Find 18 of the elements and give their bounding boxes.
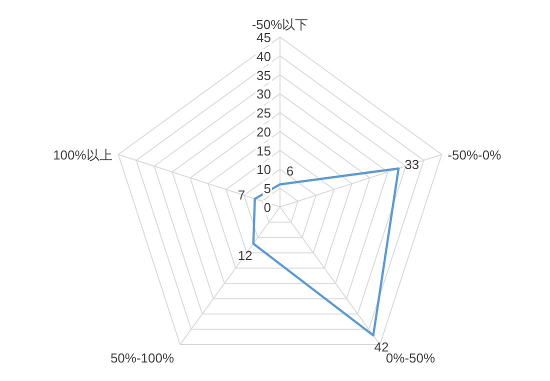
data-label: 12	[238, 248, 252, 263]
data-label: 7	[238, 188, 246, 202]
y-tick-label: 30	[256, 86, 271, 102]
y-tick-label: 0	[264, 200, 271, 215]
data-label: 33	[404, 157, 420, 172]
y-tick-label: 10	[256, 162, 271, 178]
spoke-label: -50%-0%	[448, 147, 502, 162]
y-tick-label: 40	[256, 48, 271, 64]
y-tick-label: 25	[256, 106, 271, 121]
spoke-label: -50%以下	[252, 17, 308, 32]
spoke-label: 100%以上	[53, 147, 112, 162]
y-tick-label: 15	[256, 143, 271, 158]
y-tick-label: 20	[256, 124, 271, 140]
y-tick-label: 5	[264, 181, 271, 196]
y-tick-label: 35	[256, 68, 271, 83]
y-tick-label: 45	[256, 30, 271, 45]
data-label: 6	[286, 163, 294, 178]
spoke-label: 50%-100%	[110, 350, 175, 366]
